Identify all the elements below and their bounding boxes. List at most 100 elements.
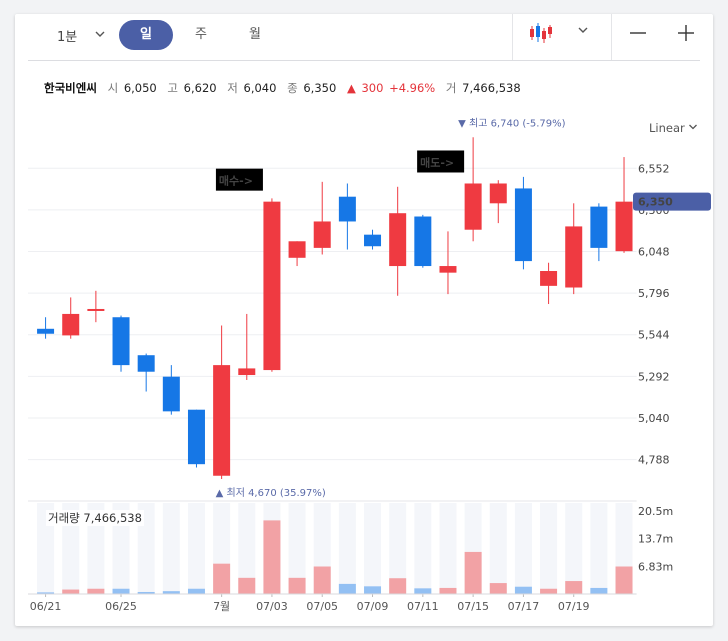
volume-value: 7,466,538 xyxy=(462,81,521,95)
scale-mode-dropdown[interactable]: Linear xyxy=(649,121,685,135)
volume-bg-column xyxy=(540,503,558,594)
y-tick-label: 6,552 xyxy=(638,162,670,175)
volume-y-tick-label: 6.83m xyxy=(638,560,673,573)
volume-bar xyxy=(514,586,532,594)
volume-bar xyxy=(288,577,306,594)
volume-bar xyxy=(364,586,382,594)
candle-body xyxy=(162,376,180,412)
volume-bg-column xyxy=(389,503,407,594)
high-label: 고 xyxy=(167,81,178,95)
candle-body xyxy=(263,201,281,371)
candle-body xyxy=(338,196,356,222)
volume-bg-column xyxy=(414,503,432,594)
candle-body xyxy=(187,409,205,465)
buy-marker-label: 매수-> xyxy=(219,174,253,188)
volume-bar xyxy=(162,591,180,594)
volume-bg-column xyxy=(288,503,306,594)
candle-body xyxy=(112,317,130,366)
change-pct: +4.96% xyxy=(389,81,436,95)
last-price-tag xyxy=(633,192,711,211)
change-value: 300 xyxy=(361,81,384,95)
high-value: 6,620 xyxy=(183,81,217,95)
chevron-down-icon[interactable] xyxy=(688,122,698,135)
volume-title-value: 7,466,538 xyxy=(83,511,142,525)
candle-body xyxy=(137,355,155,372)
sell-marker-label: 매도-> xyxy=(420,155,454,169)
candle-body xyxy=(590,206,608,248)
candle-body xyxy=(364,234,382,247)
volume-bar xyxy=(414,588,432,594)
minus-icon[interactable] xyxy=(625,20,651,46)
stock-info-bar: 한국비엔씨 시 6,050 고 6,620 저 6,040 종 6,350 ▲ … xyxy=(44,80,528,96)
interval-dropdown[interactable]: 1분 xyxy=(57,30,78,45)
volume-bg-column xyxy=(439,503,457,594)
candlestick-icon[interactable] xyxy=(528,20,556,46)
volume-bar xyxy=(464,551,482,594)
close-label: 종 xyxy=(287,81,298,95)
low-value: 6,040 xyxy=(243,81,277,95)
volume-label: 거 xyxy=(445,81,457,95)
volume-title-label: 거래량 xyxy=(48,511,80,525)
tab-month[interactable]: 월 xyxy=(249,27,261,42)
candle-body xyxy=(615,201,633,252)
x-tick-label: 07/09 xyxy=(357,600,389,613)
plus-icon[interactable] xyxy=(673,20,699,46)
volume-bg-column xyxy=(238,503,256,594)
low-annotation: ▲ 최저 4,670 (35.97%) xyxy=(216,487,326,499)
volume-chart-title: 거래량 7,466,538 xyxy=(46,510,144,526)
toolbar-separator xyxy=(28,60,700,61)
volume-bg-column xyxy=(590,503,608,594)
x-tick-label: 07/17 xyxy=(508,600,540,613)
volume-bar xyxy=(615,566,633,594)
volume-bar xyxy=(313,566,331,594)
x-tick-label: 07/11 xyxy=(407,600,439,613)
candle-body xyxy=(565,226,583,288)
open-label: 시 xyxy=(107,81,119,95)
volume-bg-column xyxy=(489,503,507,594)
chevron-down-icon[interactable] xyxy=(94,28,106,43)
volume-bg-column xyxy=(187,503,205,594)
volume-bar xyxy=(137,591,155,594)
price-chart[interactable]: 4,7885,0405,2925,5445,7966,0486,3006,552… xyxy=(15,14,713,626)
chart-card: 1분 일 주 월 한국비엔씨 시 6,050 xyxy=(15,14,713,626)
tab-day[interactable]: 일 xyxy=(119,20,173,50)
candle-body xyxy=(514,188,532,262)
x-tick-label: 07/03 xyxy=(256,600,288,613)
low-label: 저 xyxy=(227,81,238,95)
x-tick-label: 07/15 xyxy=(457,600,489,613)
y-tick-label: 5,796 xyxy=(638,287,670,300)
candle-body xyxy=(87,308,105,311)
y-tick-label: 4,788 xyxy=(638,454,670,467)
y-tick-label: 5,544 xyxy=(638,329,670,342)
volume-bar xyxy=(439,587,457,594)
candle-body xyxy=(464,183,482,230)
volume-bar xyxy=(338,583,356,594)
candle-body xyxy=(414,216,432,267)
volume-bg-column xyxy=(364,503,382,594)
x-tick-label: 06/25 xyxy=(105,600,137,613)
close-value: 6,350 xyxy=(303,81,337,95)
x-tick-label: 7월 xyxy=(213,600,230,613)
volume-bar xyxy=(187,588,205,594)
y-tick-label: 5,040 xyxy=(638,412,670,425)
volume-bg-column xyxy=(162,503,180,594)
candle-body xyxy=(213,365,231,476)
toolbar-divider xyxy=(611,14,612,60)
volume-bar xyxy=(389,578,407,594)
chart-type-chevron-icon[interactable] xyxy=(577,24,589,39)
volume-bg-column xyxy=(514,503,532,594)
candle-body xyxy=(540,271,558,286)
candle-body xyxy=(313,221,331,248)
tab-week[interactable]: 주 xyxy=(195,27,207,42)
x-tick-label: 07/05 xyxy=(306,600,338,613)
candle-body xyxy=(489,183,507,204)
change-up-icon: ▲ xyxy=(346,81,356,95)
volume-bar xyxy=(540,588,558,594)
x-tick-label: 07/19 xyxy=(558,600,590,613)
volume-bar xyxy=(213,563,231,594)
high-annotation: ▼ 최고 6,740 (-5.79%) xyxy=(458,117,566,129)
volume-bar xyxy=(489,583,507,594)
candle-body xyxy=(389,213,407,267)
volume-bg-column xyxy=(565,503,583,594)
candle-body xyxy=(238,368,256,376)
